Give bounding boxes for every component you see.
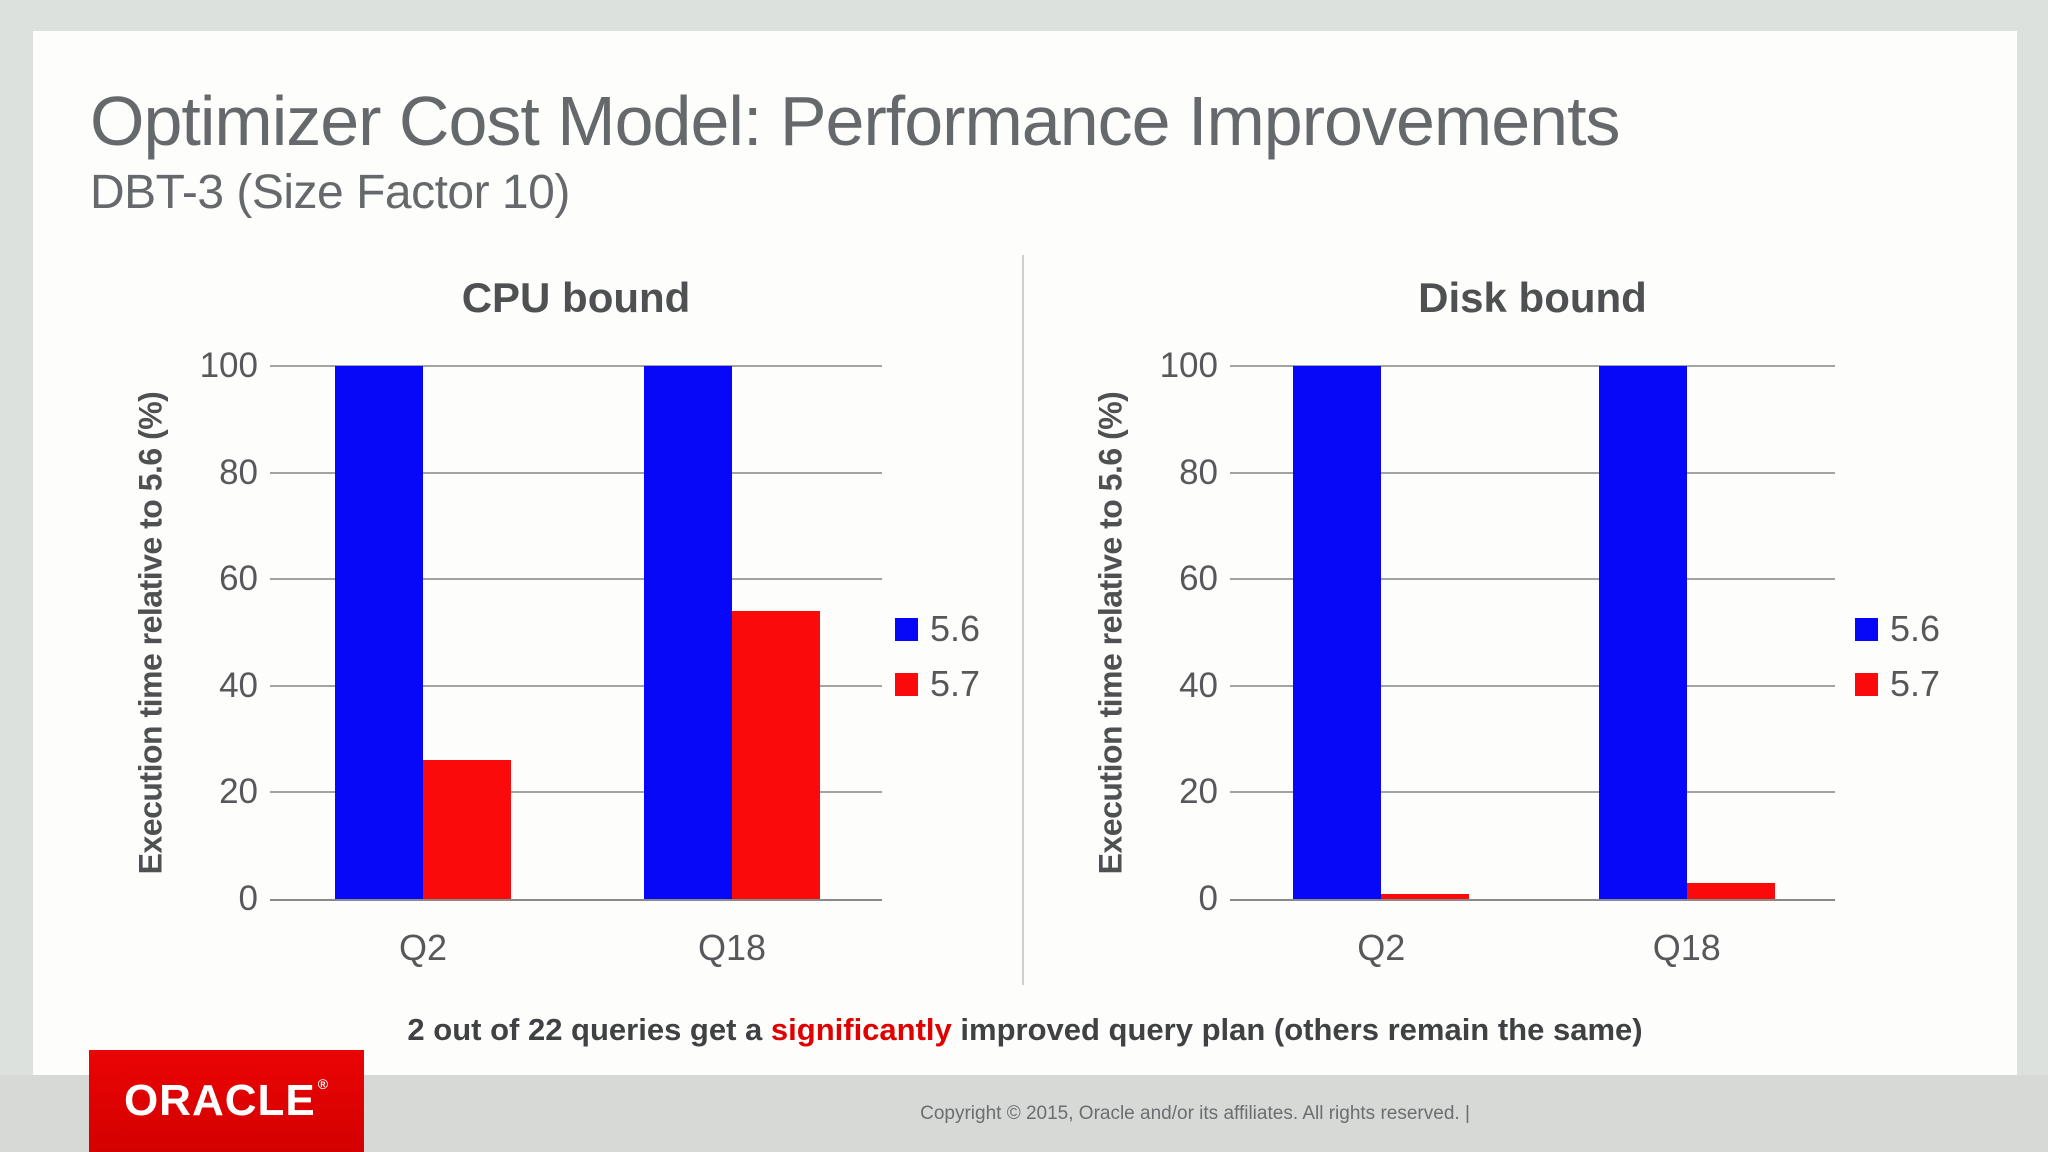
gridline-60 [270,578,882,581]
y-tick-label: 20 [1179,772,1218,812]
bar-5.6-Q2 [1293,366,1382,899]
bar-5.6-Q18 [1598,366,1687,899]
legend: 5.6 5.7 [1855,608,1941,720]
legend-label: 5.7 [1890,663,1941,704]
legend-item: 5.6 [1855,608,1941,649]
x-category-label: Q2 [1357,927,1406,968]
y-axis-label: Execution time relative to 5.6 (%) [132,391,169,875]
y-tick-label: 60 [219,559,258,599]
legend-label: 5.6 [1890,608,1941,649]
legend-item: 5.6 [895,608,981,649]
legend-label: 5.6 [930,608,981,649]
statement-highlight: significantly [770,1012,952,1047]
legend-item: 5.7 [895,663,981,704]
y-tick-label: 100 [1159,346,1218,385]
y-tick-label: 40 [1179,665,1218,705]
legend-swatch [895,672,918,696]
bar-5.7-Q2 [423,760,511,899]
copyright-text: Copyright © 2015, Oracle and/or its affi… [920,1103,1470,1124]
chart-cpu-bound: CPU bound Execution time relative to 5.6… [133,260,1020,980]
statement-prefix: 2 out of 22 queries get a [407,1012,771,1047]
x-category-label: Q18 [1652,927,1721,968]
bar-5.7-Q18 [732,611,821,899]
legend-swatch [1855,617,1878,641]
gridline-80 [1230,471,1835,474]
y-tick-label: 0 [238,879,258,918]
slide-title: Optimizer Cost Model: Performance Improv… [90,82,1621,160]
gridline-60 [1230,578,1835,581]
gridline-20 [270,791,882,794]
y-tick-label: 80 [219,452,258,492]
legend-label: 5.7 [930,663,981,704]
legend: 5.6 5.7 [895,608,981,720]
oracle-logo: ORACLE ® [89,1050,364,1152]
gridline-40 [1230,684,1835,687]
x-category-label: Q18 [698,927,767,968]
y-tick-label: 40 [219,665,258,705]
chart-title: CPU bound [461,274,691,321]
y-tick-label: 100 [199,346,258,385]
y-tick-label: 20 [219,772,258,812]
registered-trademark-icon: ® [317,1076,330,1092]
gridline-100 [270,365,882,367]
legend-swatch [895,617,918,641]
gridline-80 [270,471,882,474]
chart-disk-bound: Disk bound Execution time relative to 5.… [1093,260,1980,980]
gridline-20 [1230,791,1835,794]
legend-item: 5.7 [1855,663,1941,704]
bar-5.7-Q18 [1686,883,1775,899]
y-tick-label: 0 [1198,879,1218,918]
x-category-label: Q2 [398,927,448,968]
plot-area [1230,365,1835,901]
slide-subtitle: DBT-3 (Size Factor 10) [90,166,570,219]
gridline-40 [270,684,882,687]
y-tick-label: 60 [1179,559,1218,599]
legend-swatch [1855,672,1878,696]
charts-divider [1022,255,1024,985]
bar-5.6-Q2 [335,366,423,899]
chart-title: Disk bound [1418,274,1647,321]
bar-5.7-Q2 [1381,893,1470,899]
summary-statement: 2 out of 22 queries get a significantly … [33,1012,2017,1048]
bar-5.6-Q18 [644,366,733,899]
y-tick-label: 80 [1179,452,1218,492]
slide: Optimizer Cost Model: Performance Improv… [33,31,2017,1075]
y-axis-label: Execution time relative to 5.6 (%) [1092,391,1129,875]
statement-suffix: improved query plan (others remain the s… [951,1012,1643,1047]
gridline-100 [1230,365,1835,367]
oracle-logo-text: ORACLE [123,1076,316,1125]
plot-area [270,365,882,901]
